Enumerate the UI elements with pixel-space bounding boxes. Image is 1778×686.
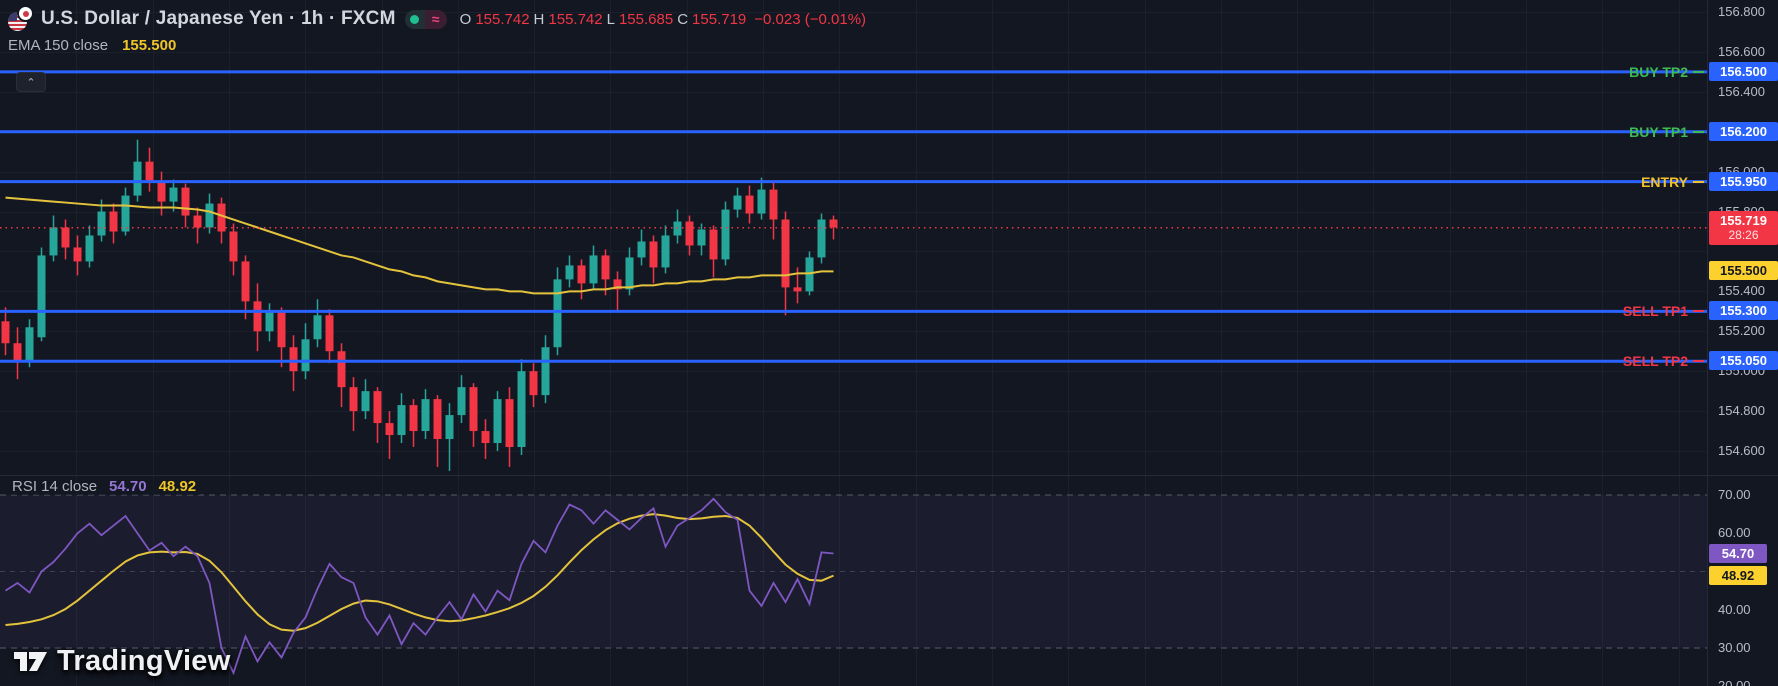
level-label-buy-tp2[interactable]: BUY TP2 bbox=[1629, 64, 1704, 80]
level-label-buy-tp1[interactable]: BUY TP1 bbox=[1629, 124, 1704, 140]
close-value: 155.719 bbox=[692, 10, 747, 28]
usdjpy-flag-icon bbox=[8, 7, 32, 31]
ema-axis-badge: 155.500 bbox=[1709, 261, 1778, 281]
level-label-text: BUY TP1 bbox=[1629, 123, 1688, 140]
ema-150-line[interactable] bbox=[5, 196, 834, 295]
candlestick-series bbox=[1, 139, 838, 471]
level-label-sell-tp2[interactable]: SELL TP2 bbox=[1623, 353, 1704, 369]
last-price-badge: 155.719 28:26 bbox=[1709, 210, 1778, 245]
price-axis-tick: 156.600 bbox=[1718, 43, 1765, 59]
close-label: C bbox=[677, 10, 689, 28]
price-axis-tick: 156.400 bbox=[1718, 83, 1765, 99]
rsi-axis-tick: 70.00 bbox=[1718, 487, 1751, 502]
ema-value: 155.500 bbox=[122, 37, 177, 54]
low-label: L bbox=[606, 10, 615, 28]
level-label-text: BUY TP2 bbox=[1629, 63, 1688, 80]
last-price-value: 155.719 bbox=[1720, 212, 1767, 228]
price-axis-tick: 155.400 bbox=[1718, 283, 1765, 299]
high-label: H bbox=[533, 10, 545, 28]
change-value: −0.023 (−0.01%) bbox=[754, 10, 867, 28]
level-badge-buy-tp1: 156.200 bbox=[1709, 121, 1778, 141]
price-axis-tick: 155.200 bbox=[1718, 323, 1765, 339]
rsi-line[interactable] bbox=[5, 497, 834, 676]
price-axis-tick: 154.600 bbox=[1718, 443, 1765, 458]
level-badge-sell-tp1: 155.300 bbox=[1709, 301, 1778, 321]
high-value: 155.742 bbox=[548, 10, 603, 28]
market-open-dot-icon bbox=[404, 9, 425, 29]
level-label-sell-tp1[interactable]: SELL TP1 bbox=[1623, 303, 1704, 319]
level-label-dash bbox=[1693, 360, 1704, 363]
rsi-axis-tick: 30.00 bbox=[1718, 640, 1751, 655]
ema-indicator-legend[interactable]: EMA 150 close 155.500 bbox=[8, 37, 176, 54]
rsi-value: 54.70 bbox=[109, 478, 147, 495]
rsi-signal-value: 48.92 bbox=[158, 478, 197, 495]
level-label-dash bbox=[1693, 130, 1704, 133]
ema-label: EMA 150 close bbox=[8, 37, 109, 54]
level-label-dash bbox=[1693, 70, 1704, 73]
symbol-title[interactable]: U.S. Dollar / Japanese Yen · 1h · FXCM bbox=[41, 8, 396, 29]
tradingview-logo[interactable]: TradingView bbox=[12, 645, 231, 678]
rsi-label: RSI 14 close bbox=[12, 478, 98, 495]
delayed-data-icon: ≈ bbox=[424, 9, 447, 29]
level-label-dash bbox=[1693, 180, 1704, 183]
symbol-legend: U.S. Dollar / Japanese Yen · 1h · FXCM ≈… bbox=[8, 7, 866, 31]
rsi-band bbox=[0, 494, 1707, 649]
price-axis[interactable]: 156.800156.600156.400156.000155.800155.4… bbox=[1707, 0, 1778, 686]
rsi-axis-tick: 20.00 bbox=[1718, 678, 1751, 686]
rsi-ma-line[interactable] bbox=[5, 513, 834, 632]
level-label-text: SELL TP2 bbox=[1622, 353, 1688, 370]
pane-collapse-button[interactable]: ⌃ bbox=[16, 72, 46, 92]
level-label-text: ENTRY bbox=[1641, 173, 1688, 190]
level-badge-entry: 155.950 bbox=[1709, 171, 1778, 191]
open-value: 155.742 bbox=[475, 10, 530, 28]
rsi-axis-badge-0: 54.70 bbox=[1709, 543, 1767, 563]
rsi-indicator-legend[interactable]: RSI 14 close 54.70 48.92 bbox=[8, 478, 201, 495]
level-badge-buy-tp2: 156.500 bbox=[1709, 61, 1778, 81]
tradingview-logo-text: TradingView bbox=[57, 645, 231, 677]
rsi-axis-tick: 60.00 bbox=[1718, 525, 1751, 541]
rsi-axis-tick: 40.00 bbox=[1718, 601, 1751, 617]
tradingview-logo-icon bbox=[14, 652, 47, 671]
market-status-pill[interactable]: ≈ bbox=[404, 9, 447, 29]
price-axis-tick: 156.800 bbox=[1718, 4, 1765, 19]
price-axis-tick: 154.800 bbox=[1718, 403, 1765, 419]
open-label: O bbox=[459, 10, 472, 28]
level-label-entry[interactable]: ENTRY bbox=[1641, 174, 1704, 190]
ohlc-readout: O 155.742 H 155.742 L 155.685 C 155.719 −0.0… bbox=[460, 11, 866, 28]
level-badge-sell-tp2: 155.050 bbox=[1709, 351, 1778, 371]
level-label-text: SELL TP1 bbox=[1622, 303, 1688, 320]
rsi-axis-badge-1: 48.92 bbox=[1709, 565, 1767, 585]
level-label-dash bbox=[1693, 310, 1704, 313]
low-value: 155.685 bbox=[618, 10, 674, 28]
bar-countdown: 28:26 bbox=[1728, 227, 1759, 242]
